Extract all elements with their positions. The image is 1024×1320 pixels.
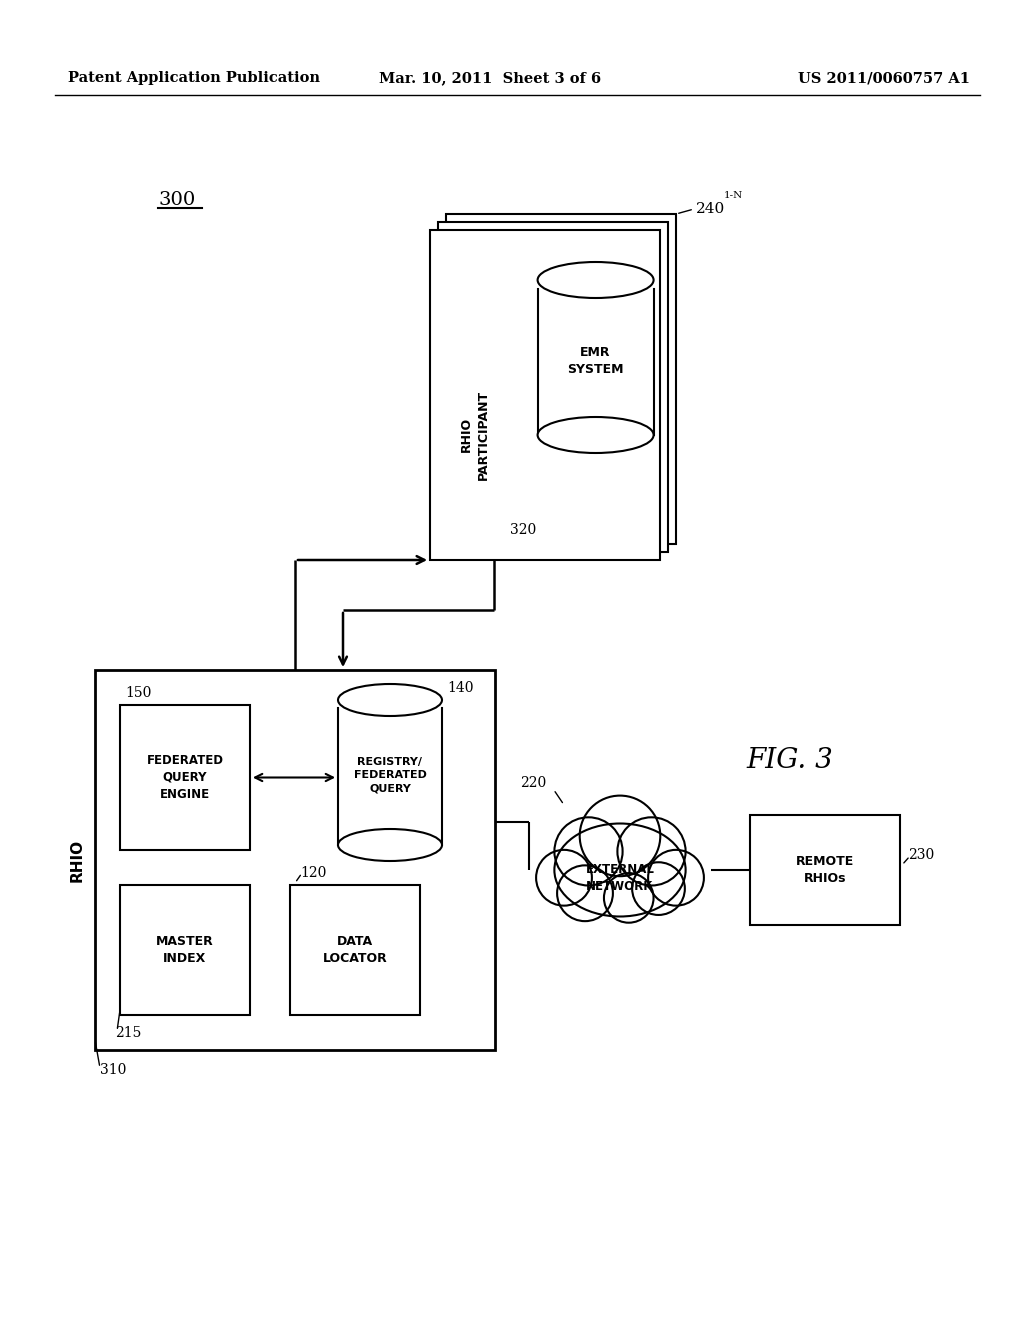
Ellipse shape	[538, 417, 653, 453]
Bar	[446, 214, 676, 544]
Circle shape	[557, 866, 613, 921]
Text: RHIO: RHIO	[70, 838, 85, 882]
Text: 240: 240	[696, 202, 725, 216]
Bar	[338, 708, 442, 845]
Text: 140: 140	[447, 681, 473, 696]
Ellipse shape	[338, 684, 442, 715]
Bar	[750, 814, 900, 925]
Bar	[438, 222, 668, 552]
Ellipse shape	[554, 824, 686, 916]
Text: 230: 230	[908, 847, 934, 862]
Text: DATA
LOCATOR: DATA LOCATOR	[323, 935, 387, 965]
Text: EXTERNAL
NETWORK: EXTERNAL NETWORK	[586, 863, 654, 894]
Ellipse shape	[338, 829, 442, 861]
Ellipse shape	[538, 261, 653, 298]
Circle shape	[648, 850, 703, 906]
Text: REGISTRY/
FEDERATED
QUERY: REGISTRY/ FEDERATED QUERY	[353, 758, 426, 793]
Bar	[120, 884, 250, 1015]
Text: US 2011/0060757 A1: US 2011/0060757 A1	[798, 71, 970, 84]
Text: 310: 310	[100, 1063, 126, 1077]
Circle shape	[617, 817, 686, 886]
Circle shape	[580, 796, 660, 876]
Circle shape	[632, 862, 685, 915]
Text: 150: 150	[125, 686, 152, 700]
Circle shape	[537, 850, 592, 906]
Text: REMOTE
RHIOs: REMOTE RHIOs	[796, 855, 854, 884]
Text: MASTER
INDEX: MASTER INDEX	[156, 935, 214, 965]
Text: 300: 300	[158, 191, 196, 209]
Bar	[95, 671, 495, 1049]
Text: 1-N: 1-N	[724, 191, 743, 201]
Text: 320: 320	[510, 523, 537, 537]
Bar	[120, 705, 250, 850]
Text: Mar. 10, 2011  Sheet 3 of 6: Mar. 10, 2011 Sheet 3 of 6	[379, 71, 601, 84]
Text: 120: 120	[300, 866, 327, 880]
Text: 215: 215	[115, 1026, 141, 1040]
Text: EMR
SYSTEM: EMR SYSTEM	[567, 346, 624, 376]
Text: Patent Application Publication: Patent Application Publication	[68, 71, 319, 84]
Circle shape	[604, 873, 653, 923]
Bar	[538, 289, 653, 436]
Text: 220: 220	[520, 776, 547, 791]
Text: RHIO
PARTICIPANT: RHIO PARTICIPANT	[460, 389, 490, 479]
Text: FEDERATED
QUERY
ENGINE: FEDERATED QUERY ENGINE	[146, 754, 223, 801]
Bar	[430, 230, 660, 560]
Text: FIG. 3: FIG. 3	[746, 747, 834, 774]
Bar	[290, 884, 420, 1015]
Circle shape	[554, 817, 623, 886]
